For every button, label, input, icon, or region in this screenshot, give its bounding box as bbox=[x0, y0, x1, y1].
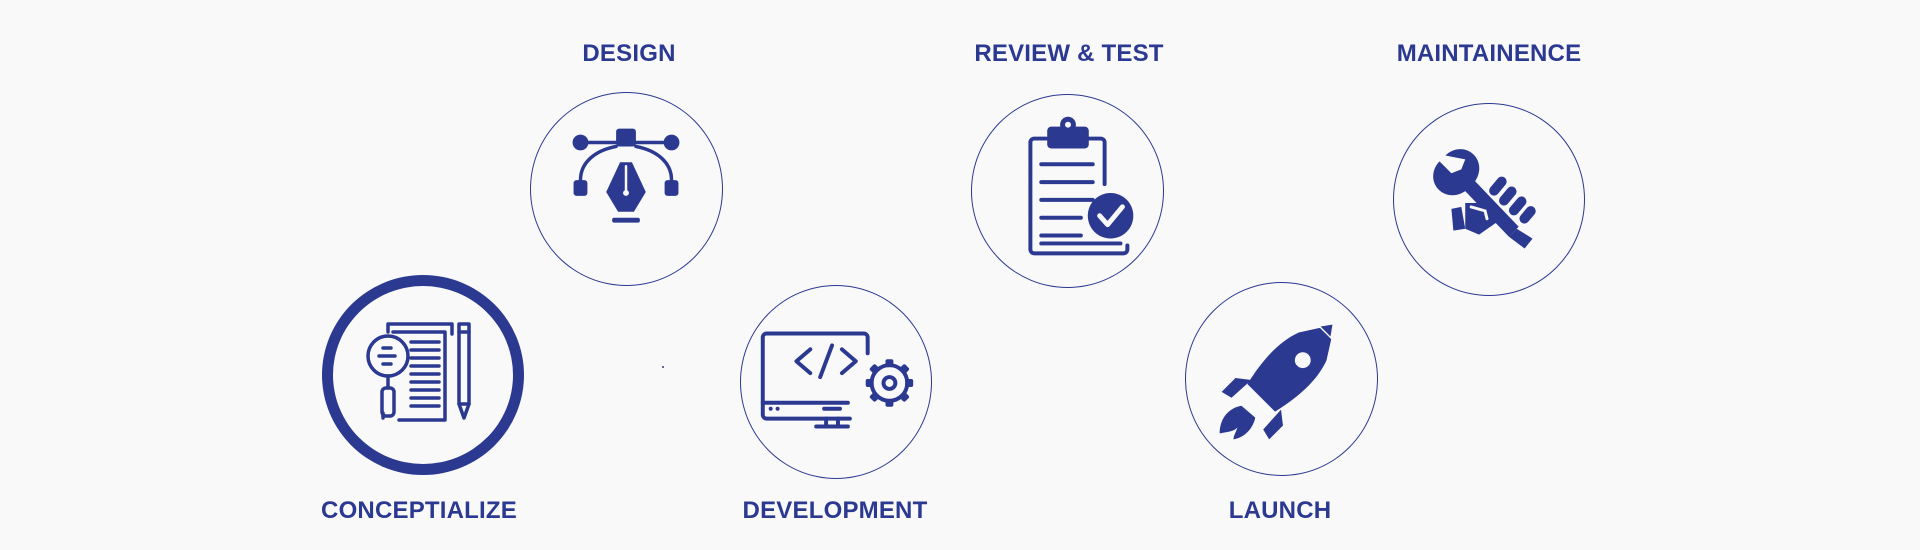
step-circle-review-test bbox=[971, 94, 1164, 288]
step-label-review-test: REVIEW & TEST bbox=[974, 40, 1164, 67]
step-circle-design bbox=[530, 92, 723, 286]
step-circle-conceptialize bbox=[322, 275, 524, 475]
step-circle-maintainence bbox=[1393, 103, 1585, 296]
code-monitor-gear-icon bbox=[760, 331, 914, 429]
step-label-maintainence: MAINTAINENCE bbox=[1396, 40, 1582, 67]
clipboard-check-icon bbox=[1028, 116, 1134, 256]
step-circle-launch bbox=[1185, 282, 1378, 476]
decorative-dot bbox=[662, 366, 664, 368]
wrench-hand-icon bbox=[1433, 149, 1536, 249]
step-label-development: DEVELOPMENT bbox=[742, 497, 928, 524]
rocket-icon bbox=[1219, 320, 1337, 440]
step-circle-development bbox=[740, 285, 932, 479]
step-label-conceptialize: CONCEPTIALIZE bbox=[321, 497, 517, 524]
document-magnifier-pencil-icon bbox=[366, 322, 471, 422]
step-label-design: DESIGN bbox=[582, 40, 676, 67]
vector-pen-tool-icon bbox=[572, 128, 680, 223]
step-label-launch: LAUNCH bbox=[1228, 497, 1332, 524]
